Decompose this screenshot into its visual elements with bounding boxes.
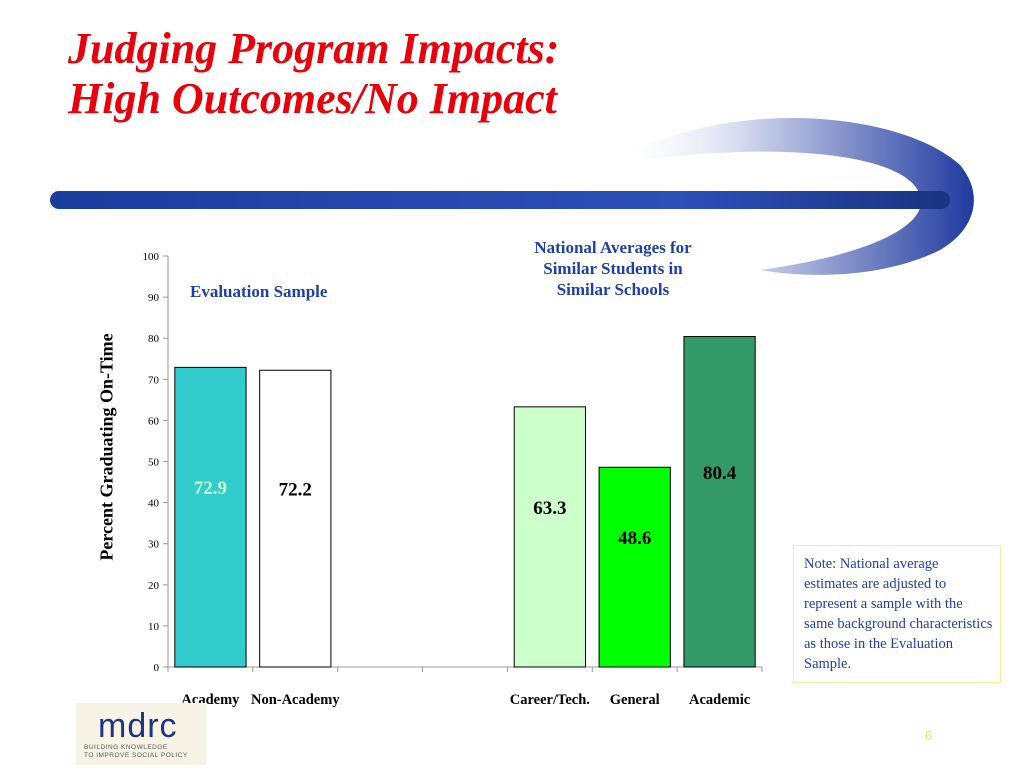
y-tick-label: 30 (148, 539, 160, 551)
y-tick-label: 70 (148, 374, 160, 386)
y-tick-label: 90 (148, 292, 160, 304)
value-label: 63.3 (533, 498, 566, 519)
value-label: 80.4 (703, 463, 737, 484)
category-label: Non-Academy (251, 692, 340, 708)
y-tick-label: 0 (154, 662, 160, 674)
title-line-2: High Outcomes/No Impact (68, 74, 557, 123)
y-tick-label: 60 (148, 415, 160, 427)
y-tick-label: 80 (148, 333, 160, 345)
value-label: 48.6 (618, 528, 651, 549)
national-averages-line-1: National Averages for (534, 238, 692, 257)
national-averages-line-2: Similar Students in (543, 259, 683, 278)
category-label: Academic (689, 692, 751, 708)
logo-wordmark: mdrc (98, 707, 178, 745)
slide-title: Judging Program Impacts: High Outcomes/N… (68, 24, 559, 124)
y-axis-label: Percent Graduating On-Time (96, 333, 117, 561)
value-label: 72.2 (279, 480, 312, 501)
bar-career-tech- (513, 406, 586, 668)
bar-academy (174, 366, 247, 668)
y-tick-label: 100 (143, 251, 160, 263)
logo-tagline: BUILDING KNOWLEDGE TO IMPROVE SOCIAL POL… (84, 744, 204, 760)
y-tick-label: 50 (148, 457, 160, 469)
logo-tagline-1: BUILDING KNOWLEDGE (84, 744, 168, 751)
page-number: 6 (925, 728, 933, 743)
national-averages-label: National Averages for Similar Students i… (508, 237, 718, 300)
bar-academic (683, 336, 756, 668)
category-label: General (610, 692, 660, 708)
note-box: Note: National average estimates are adj… (793, 545, 1001, 683)
logo-tagline-2: TO IMPROVE SOCIAL POLICY (84, 752, 188, 759)
value-label: 72.9 (194, 478, 227, 499)
category-label: Career/Tech. (510, 692, 590, 708)
y-tick-label: 40 (148, 498, 160, 510)
title-line-1: Judging Program Impacts: (68, 24, 560, 73)
mdrc-logo: mdrc BUILDING KNOWLEDGE TO IMPROVE SOCIA… (76, 703, 206, 765)
y-tick-label: 10 (148, 621, 160, 633)
evaluation-sample-label: Evaluation Sample (190, 282, 328, 301)
y-tick-label: 20 (148, 580, 160, 592)
bar-non-academy (259, 369, 332, 668)
bar-general (598, 466, 671, 668)
national-averages-line-3: Similar Schools (556, 280, 670, 299)
